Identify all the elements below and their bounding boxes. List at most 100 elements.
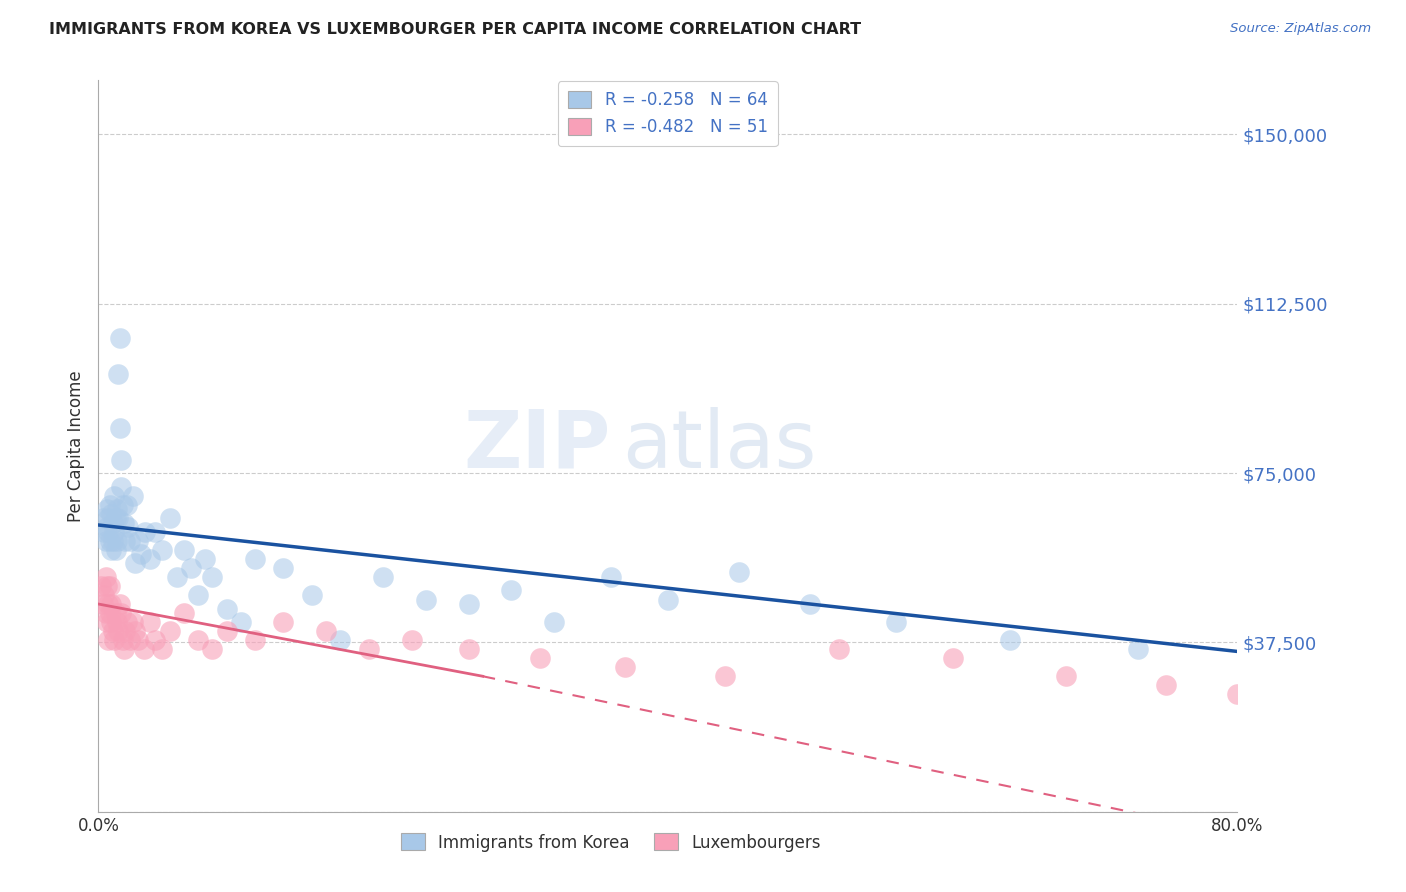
- Point: [501, 583, 523, 598]
- Point: [159, 624, 181, 639]
- Point: [101, 624, 124, 639]
- Point: [98, 498, 121, 512]
- Point: [105, 533, 128, 548]
- Point: [129, 547, 152, 561]
- Point: [194, 552, 217, 566]
- Point: [107, 511, 129, 525]
- Point: [101, 516, 124, 530]
- Point: [728, 566, 751, 580]
- Point: [108, 597, 131, 611]
- Point: [614, 660, 637, 674]
- Point: [124, 624, 146, 639]
- Point: [415, 592, 437, 607]
- Point: [138, 615, 160, 629]
- Point: [110, 606, 132, 620]
- Point: [301, 588, 323, 602]
- Point: [118, 533, 141, 548]
- Point: [315, 624, 337, 639]
- Point: [100, 615, 122, 629]
- Point: [108, 331, 131, 345]
- Text: Source: ZipAtlas.com: Source: ZipAtlas.com: [1230, 22, 1371, 36]
- Point: [373, 570, 395, 584]
- Point: [110, 452, 132, 467]
- Text: IMMIGRANTS FROM KOREA VS LUXEMBOURGER PER CAPITA INCOME CORRELATION CHART: IMMIGRANTS FROM KOREA VS LUXEMBOURGER PE…: [49, 22, 862, 37]
- Point: [96, 502, 118, 516]
- Point: [115, 498, 138, 512]
- Point: [105, 615, 128, 629]
- Point: [187, 588, 209, 602]
- Point: [103, 489, 125, 503]
- Point: [401, 633, 423, 648]
- Point: [132, 642, 155, 657]
- Point: [166, 570, 188, 584]
- Point: [112, 642, 135, 657]
- Point: [121, 615, 143, 629]
- Point: [152, 542, 174, 557]
- Point: [127, 533, 149, 548]
- Point: [104, 542, 127, 557]
- Point: [93, 524, 115, 539]
- Point: [229, 615, 252, 629]
- Point: [357, 642, 380, 657]
- Point: [457, 642, 479, 657]
- Point: [96, 520, 118, 534]
- Point: [115, 615, 138, 629]
- Point: [101, 533, 124, 548]
- Point: [173, 542, 195, 557]
- Point: [110, 480, 132, 494]
- Point: [117, 520, 139, 534]
- Point: [108, 421, 131, 435]
- Point: [329, 633, 352, 648]
- Point: [97, 511, 120, 525]
- Point: [94, 533, 117, 548]
- Point: [96, 579, 118, 593]
- Point: [97, 633, 120, 648]
- Point: [145, 524, 167, 539]
- Point: [94, 606, 117, 620]
- Point: [114, 533, 136, 548]
- Point: [98, 533, 121, 548]
- Text: atlas: atlas: [623, 407, 817, 485]
- Point: [201, 570, 224, 584]
- Point: [187, 633, 209, 648]
- Point: [97, 597, 120, 611]
- Point: [103, 524, 125, 539]
- Point: [243, 633, 266, 648]
- Point: [103, 633, 125, 648]
- Point: [998, 633, 1021, 648]
- Point: [180, 561, 202, 575]
- Point: [107, 367, 129, 381]
- Point: [105, 502, 128, 516]
- Point: [114, 624, 136, 639]
- Point: [96, 615, 118, 629]
- Point: [799, 597, 821, 611]
- Point: [159, 511, 181, 525]
- Point: [714, 669, 737, 683]
- Point: [1056, 669, 1078, 683]
- Point: [828, 642, 851, 657]
- Point: [457, 597, 479, 611]
- Point: [93, 588, 115, 602]
- Point: [90, 579, 112, 593]
- Point: [100, 542, 122, 557]
- Point: [97, 524, 120, 539]
- Point: [94, 570, 117, 584]
- Point: [98, 606, 121, 620]
- Point: [215, 601, 238, 615]
- Point: [91, 511, 114, 525]
- Point: [600, 570, 623, 584]
- Point: [112, 516, 135, 530]
- Point: [657, 592, 679, 607]
- Point: [134, 524, 156, 539]
- Point: [273, 561, 295, 575]
- Point: [100, 597, 122, 611]
- Point: [215, 624, 238, 639]
- Point: [529, 651, 551, 665]
- Point: [173, 606, 195, 620]
- Point: [111, 498, 134, 512]
- Point: [138, 552, 160, 566]
- Point: [124, 557, 146, 571]
- Legend: Immigrants from Korea, Luxembourgers: Immigrants from Korea, Luxembourgers: [395, 827, 827, 858]
- Point: [100, 507, 122, 521]
- Point: [1154, 678, 1177, 692]
